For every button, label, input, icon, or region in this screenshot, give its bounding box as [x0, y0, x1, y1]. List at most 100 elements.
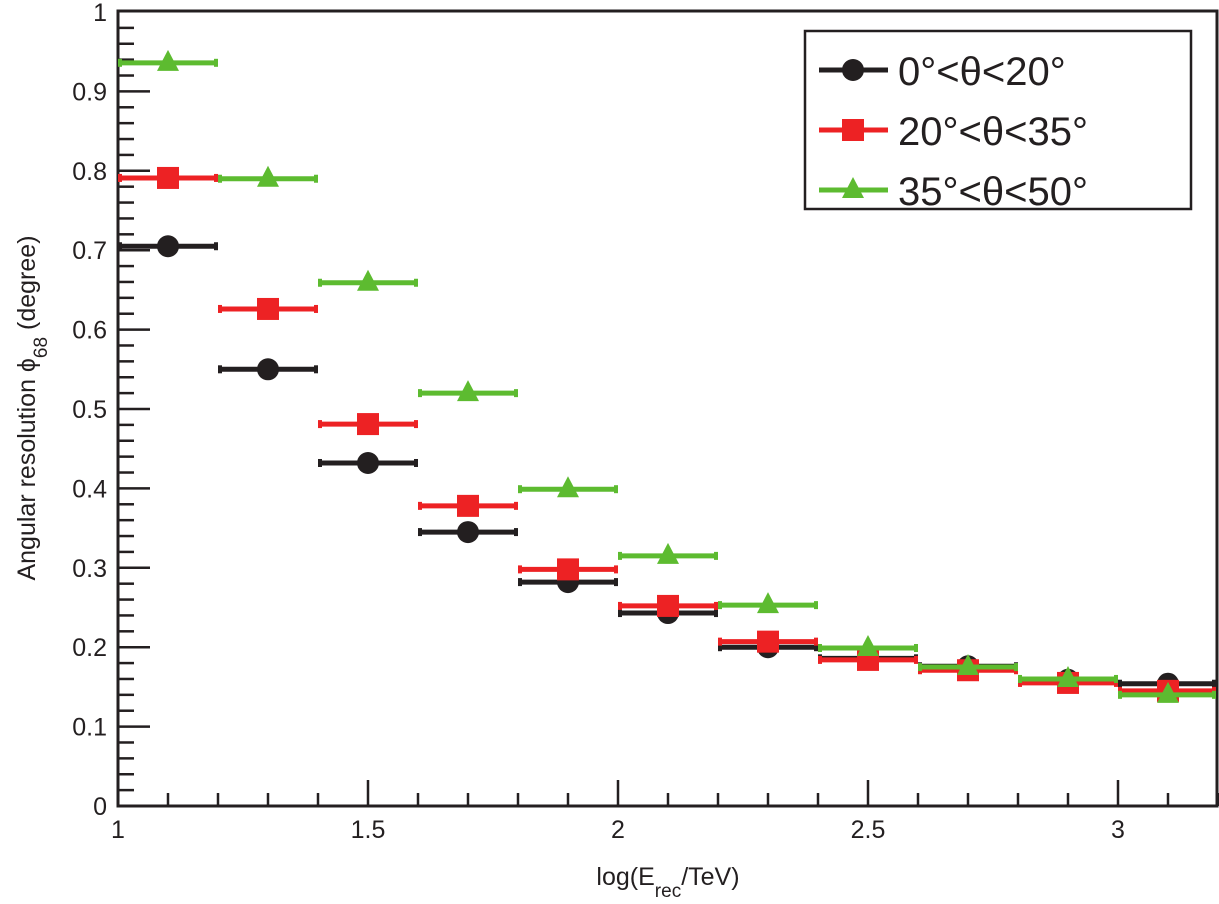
error-bar-cap — [1212, 690, 1216, 699]
error-bar-cap — [914, 643, 918, 652]
error-bar-cap — [814, 643, 818, 652]
error-bar-cap — [714, 551, 718, 560]
error-bar-cap — [314, 174, 318, 183]
error-bar-cap — [814, 637, 818, 646]
x-axis-title-tail: /TeV) — [681, 863, 739, 891]
legend-entry: 20°<θ<35° — [819, 110, 1088, 154]
x-axis-title: log(Erec/TeV) — [596, 863, 739, 902]
data-point-triangle — [557, 476, 579, 498]
legend: 0°<θ<20° 20°<θ<35° 35°<θ<50° — [803, 29, 1193, 214]
legend-marker-circle — [842, 59, 864, 81]
y-tick-label: 0.5 — [72, 396, 107, 424]
series-triangle — [118, 49, 1216, 703]
y-axis: 0 0.1 0.2 0.3 0.4 0.5 0.6 0.7 0.8 0.9 1 — [72, 0, 150, 821]
data-point-triangle — [1057, 665, 1079, 687]
legend-box — [803, 29, 1193, 211]
error-bar-cap — [314, 365, 318, 374]
error-bar-cap — [118, 58, 122, 67]
y-tick-label: 0.7 — [72, 237, 107, 265]
legend-label: 0°<θ<20° — [898, 50, 1066, 94]
data-point-triangle — [1157, 681, 1179, 703]
series-circle — [118, 235, 1216, 695]
error-bar-cap — [718, 601, 722, 610]
error-bar-cap — [1014, 663, 1018, 672]
error-bar-cap — [418, 501, 422, 510]
error-bar-cap — [718, 643, 722, 652]
error-bar-cap — [414, 458, 418, 467]
error-bar-cap — [414, 278, 418, 287]
data-point-square — [657, 594, 679, 617]
data-point-triangle — [257, 165, 279, 187]
x-tick-label: 1 — [111, 816, 125, 844]
data-point-triangle — [357, 269, 379, 291]
data-point-square — [757, 630, 779, 653]
y-tick-label: 0.1 — [72, 714, 107, 742]
y-axis-title-sub: 68 — [31, 337, 52, 358]
legend-marker-square — [842, 119, 864, 141]
error-bar-cap — [618, 551, 622, 560]
y-tick-label: 0.3 — [72, 555, 107, 583]
error-bar-cap — [818, 655, 822, 664]
error-bar-cap — [518, 578, 522, 587]
error-bar-cap — [714, 601, 718, 610]
data-point-square — [557, 558, 579, 581]
data-point-square — [457, 494, 479, 517]
y-tick-label: 0.4 — [72, 475, 107, 503]
error-bar-cap — [518, 565, 522, 574]
error-bar-cap — [618, 601, 622, 610]
data-point-square — [357, 413, 379, 436]
error-bar-cap — [918, 663, 922, 672]
error-bar-cap — [614, 485, 618, 494]
data-point-circle — [457, 521, 479, 544]
error-bar-cap — [218, 304, 222, 313]
data-point-triangle — [157, 49, 179, 71]
data-point-triangle — [657, 542, 679, 564]
error-bar-cap — [514, 528, 518, 537]
legend-label: 35°<θ<50° — [898, 170, 1088, 214]
error-bar-cap — [514, 501, 518, 510]
error-bar-cap — [418, 389, 422, 398]
error-bar-cap — [318, 420, 322, 429]
error-bar-cap — [418, 528, 422, 537]
plot-area — [118, 49, 1216, 703]
error-bar-cap — [518, 485, 522, 494]
y-tick-label: 0.9 — [72, 78, 107, 106]
error-bar-cap — [718, 637, 722, 646]
data-point-circle — [357, 451, 379, 474]
data-point-triangle — [957, 654, 979, 676]
legend-entry: 35°<θ<50° — [819, 170, 1088, 214]
x-axis-title-sub: rec — [655, 881, 681, 902]
error-bar-cap — [318, 458, 322, 467]
data-point-triangle — [457, 380, 479, 402]
error-bar-cap — [818, 643, 822, 652]
error-bar-cap — [1118, 690, 1122, 699]
error-bar-cap — [218, 365, 222, 374]
error-bar-cap — [514, 389, 518, 398]
error-bar-cap — [618, 609, 622, 618]
error-bar-cap — [314, 304, 318, 313]
error-bar-cap — [214, 58, 218, 67]
x-axis-title-main: log(E — [596, 863, 654, 891]
error-bar-cap — [214, 173, 218, 182]
error-bar-cap — [1118, 679, 1122, 688]
legend-entry: 0°<θ<20° — [819, 50, 1066, 94]
data-point-triangle — [757, 592, 779, 614]
x-tick-label: 2.5 — [851, 816, 886, 844]
y-axis-title-tail: (degree) — [13, 235, 41, 336]
error-bar-cap — [814, 601, 818, 610]
error-bar-cap — [714, 609, 718, 618]
y-tick-label: 0.2 — [72, 634, 107, 662]
error-bar-cap — [914, 655, 918, 664]
error-bar-cap — [414, 420, 418, 429]
data-point-square — [257, 297, 279, 320]
error-bar-cap — [214, 242, 218, 251]
data-point-circle — [157, 235, 179, 258]
error-bar-cap — [1212, 679, 1216, 688]
data-point-square — [157, 166, 179, 189]
y-tick-label: 0 — [93, 793, 107, 821]
y-tick-label: 0.8 — [72, 158, 107, 186]
y-axis-title-main: Angular resolution ϕ — [13, 358, 41, 580]
data-point-circle — [257, 358, 279, 381]
error-bar-cap — [614, 578, 618, 587]
